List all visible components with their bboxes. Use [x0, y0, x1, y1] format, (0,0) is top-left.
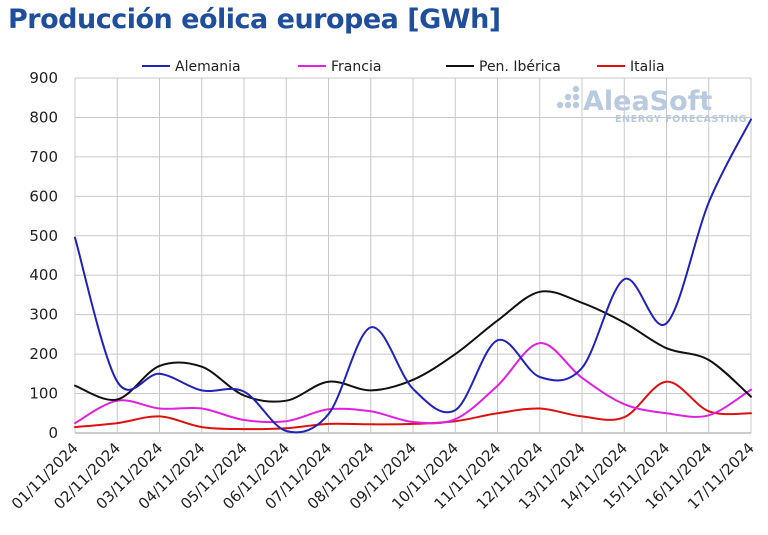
y-tick-label: 100	[29, 385, 58, 403]
logo-name: AleaSoft	[583, 86, 712, 117]
logo-tagline: ENERGY FORECASTING	[615, 114, 747, 125]
y-axis-ticks: 0 100 200 300 400 500 600 700 800 900	[29, 69, 58, 442]
legend-label: Italia	[630, 59, 665, 75]
y-tick-label: 300	[29, 306, 58, 324]
aleasoft-logo: AleaSoft ENERGY FORECASTING	[556, 85, 747, 125]
chart-title: Producción eólica europea [GWh]	[8, 4, 501, 35]
logo-dots-icon	[556, 85, 580, 109]
y-tick-label: 200	[29, 345, 58, 363]
series-lines	[74, 118, 752, 434]
y-tick-label: 700	[29, 148, 58, 166]
y-tick-label: 800	[29, 108, 58, 126]
y-tick-label: 900	[29, 69, 58, 87]
series-line-pen-iberica	[74, 290, 752, 403]
series-line-francia	[74, 342, 752, 425]
x-axis-ticks: 01/11/202402/11/202403/11/202404/11/2024…	[8, 439, 758, 513]
series-line-alemania	[74, 118, 752, 434]
legend-item: Alemania	[142, 59, 241, 75]
legend: Alemania Francia Pen. Ibérica Italia	[142, 59, 665, 75]
legend-item: Italia	[597, 59, 665, 75]
y-tick-label: 600	[29, 187, 58, 205]
legend-label: Pen. Ibérica	[479, 59, 561, 75]
legend-label: Francia	[331, 59, 381, 75]
grid-lines	[74, 77, 752, 434]
legend-item: Pen. Ibérica	[446, 59, 561, 75]
y-tick-label: 400	[29, 266, 58, 284]
legend-item: Francia	[298, 59, 381, 75]
y-tick-label: 0	[48, 424, 58, 442]
y-tick-label: 500	[29, 227, 58, 245]
legend-label: Alemania	[175, 59, 241, 75]
